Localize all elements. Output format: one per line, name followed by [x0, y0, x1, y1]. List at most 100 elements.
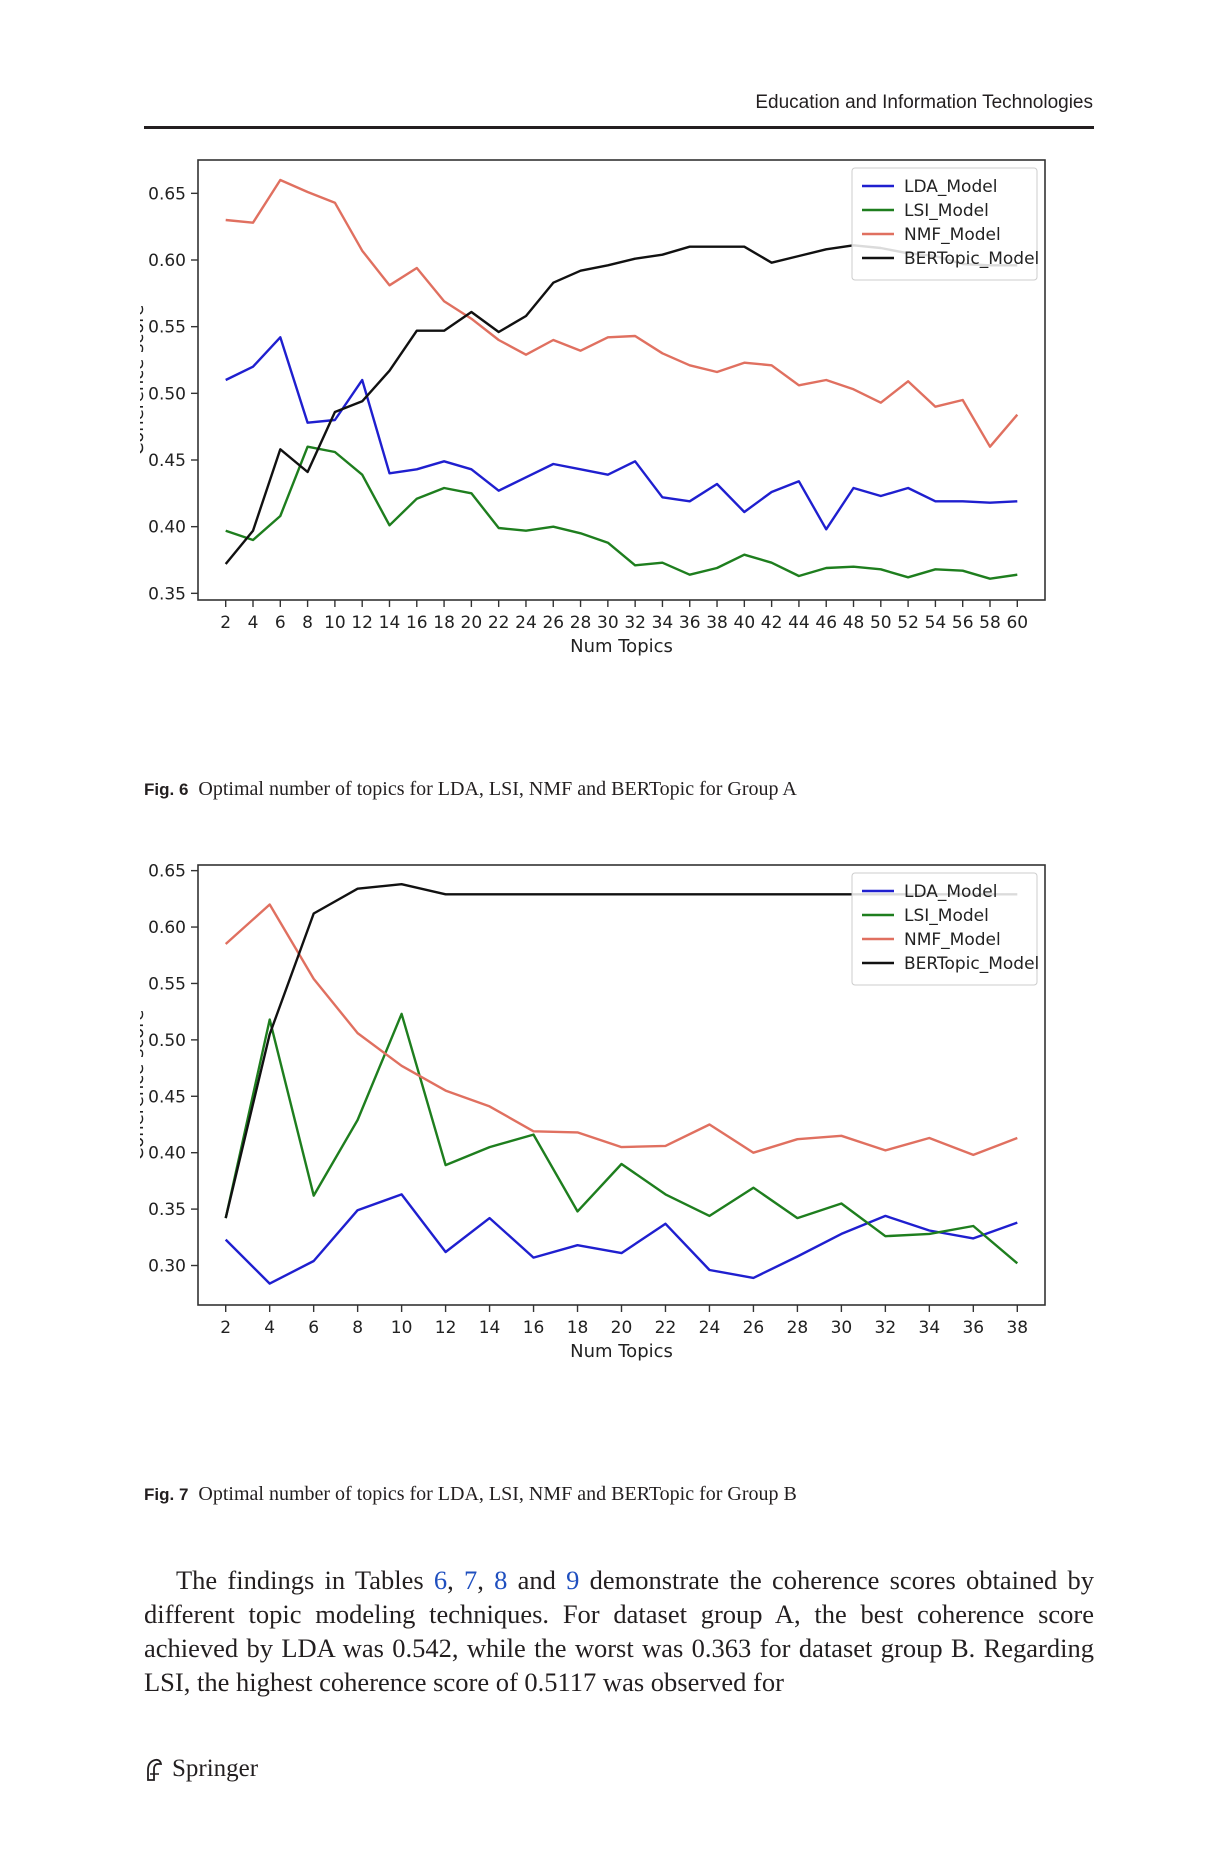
table-8-link[interactable]: 8	[494, 1565, 508, 1595]
body-sep2: ,	[477, 1565, 495, 1595]
x-tick-label: 46	[815, 613, 837, 633]
body-paragraph: The findings in Tables 6, 7, 8 and 9 dem…	[144, 1563, 1094, 1699]
x-tick-label: 42	[761, 613, 783, 633]
x-tick-label: 2	[220, 613, 231, 633]
x-tick-label: 26	[743, 1318, 765, 1338]
body-sep3: and	[507, 1565, 567, 1595]
figure-7-chart: 0.30 0.35 0.40 0.45 0.50 0.55 0.60 0.65 2 4 6 8 10 12…	[140, 855, 1095, 1465]
legend-box	[851, 872, 1038, 986]
x-tick-label: 6	[275, 613, 286, 633]
x-tick-label: 10	[324, 613, 346, 633]
header-rule	[144, 126, 1094, 129]
x-tick-label: 52	[897, 613, 919, 633]
y-tick-label: 0.60	[148, 918, 186, 938]
legend-label-nmf-model: NMF_Model	[904, 930, 1001, 950]
series-line-lsi-model	[225, 445, 1018, 580]
body-text-part2: demonstrate the coherence scores obtaine…	[144, 1565, 1095, 1697]
legend-label-bertopic-model: BERTopic_Model	[904, 249, 1039, 269]
x-tick-label: 60	[1006, 613, 1028, 633]
running-head: Education and Information Technologies	[755, 92, 1093, 113]
x-axis-title: Num Topics	[570, 636, 673, 657]
x-tick-label: 54	[925, 613, 947, 633]
x-tick-label: 24	[515, 613, 537, 633]
y-tick-label: 0.40	[148, 518, 186, 538]
x-axis-title: Num Topics	[570, 1341, 673, 1362]
x-tick-label: 14	[379, 613, 401, 633]
x-tick-label: 26	[542, 613, 564, 633]
y-tick-label: 0.35	[148, 1200, 186, 1220]
figure-6-chart: 0.35 0.40 0.45 0.50 0.55 0.60 0.65 2 4 6 8 10 12 14 16…	[140, 150, 1095, 760]
legend-box	[851, 167, 1038, 281]
x-tick-label: 12	[351, 613, 373, 633]
x-tick-label: 38	[706, 613, 728, 633]
x-tick-label: 16	[523, 1318, 545, 1338]
figure-6-caption-text: Optimal number of topics for LDA, LSI, N…	[198, 778, 797, 800]
x-tick-label: 22	[655, 1318, 677, 1338]
x-tick-label: 50	[870, 613, 892, 633]
x-tick-label: 4	[264, 1318, 275, 1338]
figure-6-svg: 0.350.400.450.500.550.600.652 4 6 8 10 12 14 16…	[140, 159, 1046, 657]
legend-label-lda-model: LDA_Model	[904, 177, 997, 197]
x-tick-label: 28	[787, 1318, 809, 1338]
legend-label-lsi-model: LSI_Model	[904, 201, 989, 221]
y-tick-label: 0.65	[148, 862, 186, 882]
x-tick-label: 28	[570, 613, 592, 633]
plot-frame	[197, 159, 1046, 601]
x-tick-label: 10	[391, 1318, 413, 1338]
y-tick-label: 0.50	[148, 384, 186, 404]
series-line-lda-model	[225, 336, 1018, 531]
x-tick-label: 20	[461, 613, 483, 633]
x-tick-label: 8	[352, 1318, 363, 1338]
x-tick-label: 20	[611, 1318, 633, 1338]
legend-label-lsi-model: LSI_Model	[904, 906, 989, 926]
table-6-link[interactable]: 6	[433, 1565, 448, 1595]
x-tick-label: 8	[302, 613, 313, 633]
x-tick-label: 34	[919, 1318, 941, 1338]
x-tick-label: 36	[679, 613, 701, 633]
y-axis-title: Coherence score	[140, 305, 148, 456]
x-tick-label: 2	[220, 1318, 231, 1338]
x-tick-label: 32	[875, 1318, 897, 1338]
y-axis-title: Coherence score	[140, 1010, 148, 1161]
table-7-link[interactable]: 7	[464, 1565, 478, 1595]
figure-6-label: Fig. 6	[144, 780, 189, 799]
publisher-name: Springer	[172, 1755, 259, 1782]
series-line-lda-model	[224, 1193, 1018, 1285]
legend-label-bertopic-model: BERTopic_Model	[904, 954, 1039, 974]
x-tick-label: 24	[699, 1318, 721, 1338]
legend-label-nmf-model: NMF_Model	[904, 225, 1001, 245]
x-tick-label: 44	[788, 613, 810, 633]
springer-horse-icon	[147, 1758, 163, 1781]
figure-7-label: Fig. 7	[144, 1485, 189, 1504]
x-tick-label: 32	[624, 613, 646, 633]
y-tick-label: 0.55	[148, 318, 186, 338]
y-tick-label: 0.65	[148, 184, 186, 204]
publisher-logo: Springer	[144, 1755, 258, 1783]
y-tick-label: 0.45	[148, 451, 186, 471]
table-9-link[interactable]: 9	[566, 1565, 580, 1595]
y-tick-label: 0.35	[148, 584, 186, 604]
y-tick-label: 0.60	[148, 251, 186, 271]
x-tick-label: 30	[831, 1318, 853, 1338]
x-tick-label: 18	[433, 613, 455, 633]
x-tick-label: 6	[308, 1318, 319, 1338]
x-tick-label: 40	[734, 613, 756, 633]
x-tick-label: 58	[979, 613, 1001, 633]
x-tick-label: 38	[1006, 1318, 1028, 1338]
x-tick-label: 56	[952, 613, 974, 633]
x-tick-label: 34	[652, 613, 674, 633]
y-tick-label: 0.50	[148, 1031, 186, 1051]
x-tick-label: 14	[479, 1318, 501, 1338]
x-tick-label: 12	[435, 1318, 457, 1338]
x-tick-label: 36	[962, 1318, 984, 1338]
x-tick-label: 16	[406, 613, 428, 633]
figure-7-caption: Fig. 7 Optimal number of topics for LDA, …	[144, 1483, 797, 1506]
x-tick-label: 18	[567, 1318, 589, 1338]
x-tick-label: 48	[843, 613, 865, 633]
figure-7-svg: 0.300.350.400.450.500.550.600.652 4 6 8 10 12…	[140, 862, 1046, 1362]
figure-6-caption: Fig. 6 Optimal number of topics for LDA, …	[144, 778, 797, 801]
x-tick-label: 30	[597, 613, 619, 633]
y-tick-label: 0.30	[148, 1257, 186, 1277]
figure-7-caption-text: Optimal number of topics for LDA, LSI, N…	[198, 1483, 797, 1505]
legend-label-lda-model: LDA_Model	[904, 882, 997, 902]
